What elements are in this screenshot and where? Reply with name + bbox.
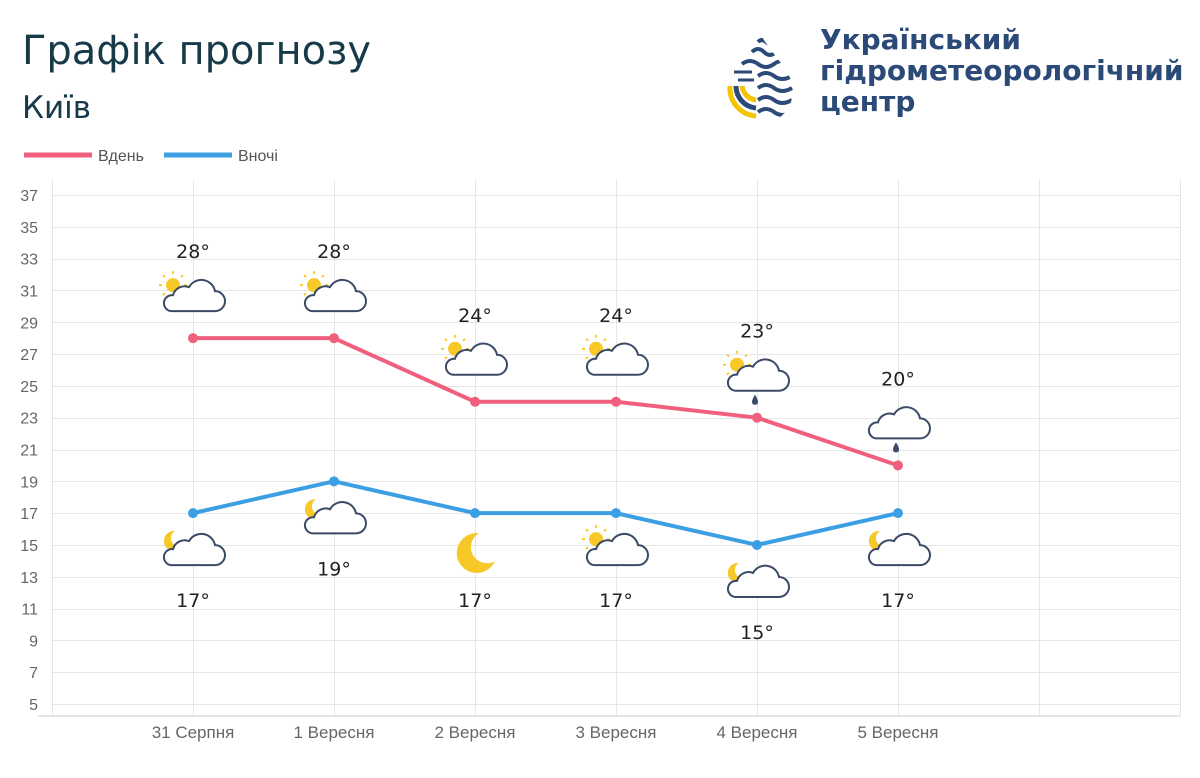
x-tick-label: 1 Вересня [294, 723, 375, 742]
y-tick-label: 19 [20, 474, 38, 491]
cloud-sun-icon [299, 270, 367, 313]
day-data-point[interactable] [329, 333, 339, 344]
y-tick-label: 37 [20, 188, 38, 205]
day-data-point[interactable] [188, 333, 198, 344]
night-data-point[interactable] [611, 508, 621, 519]
y-tick-label: 15 [20, 538, 38, 555]
y-tick-label: 7 [29, 665, 38, 682]
cloud-sun-icon [158, 270, 226, 313]
data-labels: 28° 28° 24° 24° 23° 20° 17° 19° 17° 17° 15° 17° [176, 241, 915, 644]
night-data-point[interactable] [752, 539, 762, 550]
y-tick-label: 25 [20, 379, 38, 396]
day-data-point[interactable] [752, 412, 762, 423]
org-name-line-3: центр [820, 85, 916, 118]
night-temperature-line [192, 479, 899, 547]
cloud-moon-icon [726, 562, 790, 598]
legend-day-label[interactable]: Вдень [98, 148, 144, 165]
cloud-moon-icon [867, 531, 931, 567]
y-tick-label: 29 [20, 315, 38, 332]
y-axis: 5 7 9 11 13 15 17 19 21 23 25 27 29 31 33 35 37 [20, 188, 38, 714]
chart-grid [38, 180, 1181, 717]
y-tick-label: 27 [20, 347, 38, 364]
legend-night-label[interactable]: Вночі [238, 148, 278, 165]
night-data-point[interactable] [188, 508, 198, 519]
weather-icons [158, 270, 931, 598]
x-axis: 31 Серпня 1 Вересня 2 Вересня 3 Вересня 4 Ве… [152, 723, 939, 742]
day-temperature-label: 20° [881, 368, 915, 390]
y-tick-label: 31 [20, 283, 38, 300]
night-temperature-label: 17° [599, 590, 633, 612]
y-tick-label: 35 [20, 220, 38, 237]
night-data-point[interactable] [470, 508, 480, 519]
city-name: Київ [22, 90, 92, 126]
night-temperature-label: 17° [176, 590, 210, 612]
legend: Вдень Вночі [24, 148, 278, 165]
page-title: Графік прогнозу [22, 28, 372, 74]
x-tick-label: 3 Вересня [576, 723, 657, 742]
y-tick-label: 23 [20, 411, 38, 428]
x-tick-label: 2 Вересня [435, 723, 516, 742]
moon-icon [456, 532, 495, 573]
day-temperature-label: 23° [740, 321, 774, 343]
y-tick-label: 9 [29, 633, 38, 650]
day-temperature-label: 24° [599, 305, 633, 327]
forecast-chart: Вдень Вночі 5 7 9 11 13 15 17 19 21 23 25 27 29 31 33 3… [20, 148, 1181, 742]
night-data-point[interactable] [329, 476, 339, 487]
ugmc-logo [726, 30, 793, 124]
day-temperature-line [193, 336, 899, 468]
y-tick-label: 21 [20, 443, 38, 460]
cloud-sun-rain-icon [722, 349, 790, 405]
night-temperature-label: 17° [881, 590, 915, 612]
day-temperature-label: 28° [176, 241, 210, 263]
chart-series [188, 333, 903, 550]
day-temperature-label: 28° [317, 241, 351, 263]
organization-name: Український гідрометеорологічний центр [820, 24, 1184, 117]
night-temperature-label: 19° [317, 558, 351, 580]
day-data-point[interactable] [893, 460, 903, 471]
night-temperature-label: 17° [458, 590, 492, 612]
cloud-moon-icon [162, 531, 226, 567]
day-temperature-label: 24° [458, 305, 492, 327]
day-data-point[interactable] [470, 396, 480, 407]
x-tick-label: 5 Вересня [858, 723, 939, 742]
y-tick-label: 11 [21, 602, 38, 619]
night-data-point[interactable] [893, 508, 903, 519]
org-name-line-1: Український [820, 23, 1022, 56]
org-name-line-2: гідрометеорологічний [820, 54, 1184, 87]
x-tick-label: 31 Серпня [152, 723, 235, 742]
x-tick-label: 4 Вересня [717, 723, 798, 742]
day-data-point[interactable] [611, 396, 621, 407]
cloud-rain-icon [867, 406, 931, 453]
y-tick-label: 17 [20, 506, 38, 523]
y-tick-label: 5 [29, 697, 38, 714]
y-tick-label: 33 [20, 252, 38, 269]
night-temperature-label: 15° [740, 622, 774, 644]
y-tick-label: 13 [20, 570, 38, 587]
cloud-moon-icon [303, 499, 367, 535]
